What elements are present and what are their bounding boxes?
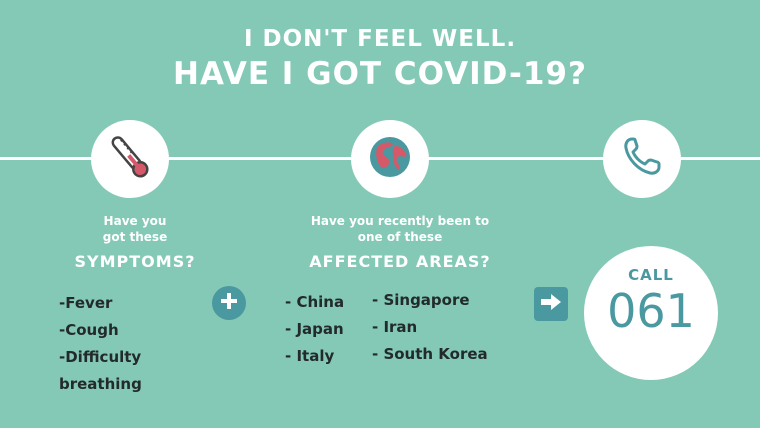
thermometer-icon (102, 129, 158, 189)
areas-intro: Have you recently been to one of these (280, 213, 520, 245)
thermometer-circle (91, 120, 169, 198)
areas-list-col-1: - China - Japan - Italy (285, 289, 344, 370)
call-number: 061 (607, 284, 695, 338)
list-item: -Fever (59, 294, 113, 312)
list-item: - China (285, 293, 345, 311)
title-line-1: I DON'T FEEL WELL. (243, 26, 517, 52)
symptoms-intro-line-1: Have you (103, 214, 167, 228)
arrow-badge (534, 287, 568, 321)
symptoms-intro: Have you got these (70, 213, 200, 245)
areas-list-col-2: - Singapore - Iran - South Korea (372, 287, 488, 368)
call-label: CALL (628, 266, 674, 284)
call-circle: CALL 061 (584, 246, 718, 380)
areas-intro-line-2: one of these (357, 230, 443, 244)
list-item: breathing (59, 375, 142, 393)
list-item: -Cough (59, 321, 119, 339)
list-item: - South Korea (372, 345, 488, 363)
title-line-2: HAVE I GOT COVID-19? (173, 56, 587, 92)
list-item: - Japan (285, 320, 344, 338)
symptoms-heading: SYMPTOMS? (74, 252, 196, 271)
globe-icon (367, 134, 413, 184)
plus-icon (220, 292, 238, 314)
symptoms-intro-line-2: got these (102, 230, 168, 244)
areas-intro-line-1: Have you recently been to (310, 214, 490, 228)
list-item: - Iran (372, 318, 418, 336)
symptoms-list: -Fever -Cough -Difficulty breathing (59, 290, 142, 398)
phone-icon (620, 135, 664, 183)
list-item: - Singapore (372, 291, 470, 309)
arrow-right-icon (540, 293, 562, 315)
plus-badge (212, 286, 246, 320)
areas-heading: AFFECTED AREAS? (309, 252, 491, 271)
list-item: - Italy (285, 347, 335, 365)
list-item: -Difficulty (59, 348, 142, 366)
phone-circle (603, 120, 681, 198)
globe-circle (351, 120, 429, 198)
